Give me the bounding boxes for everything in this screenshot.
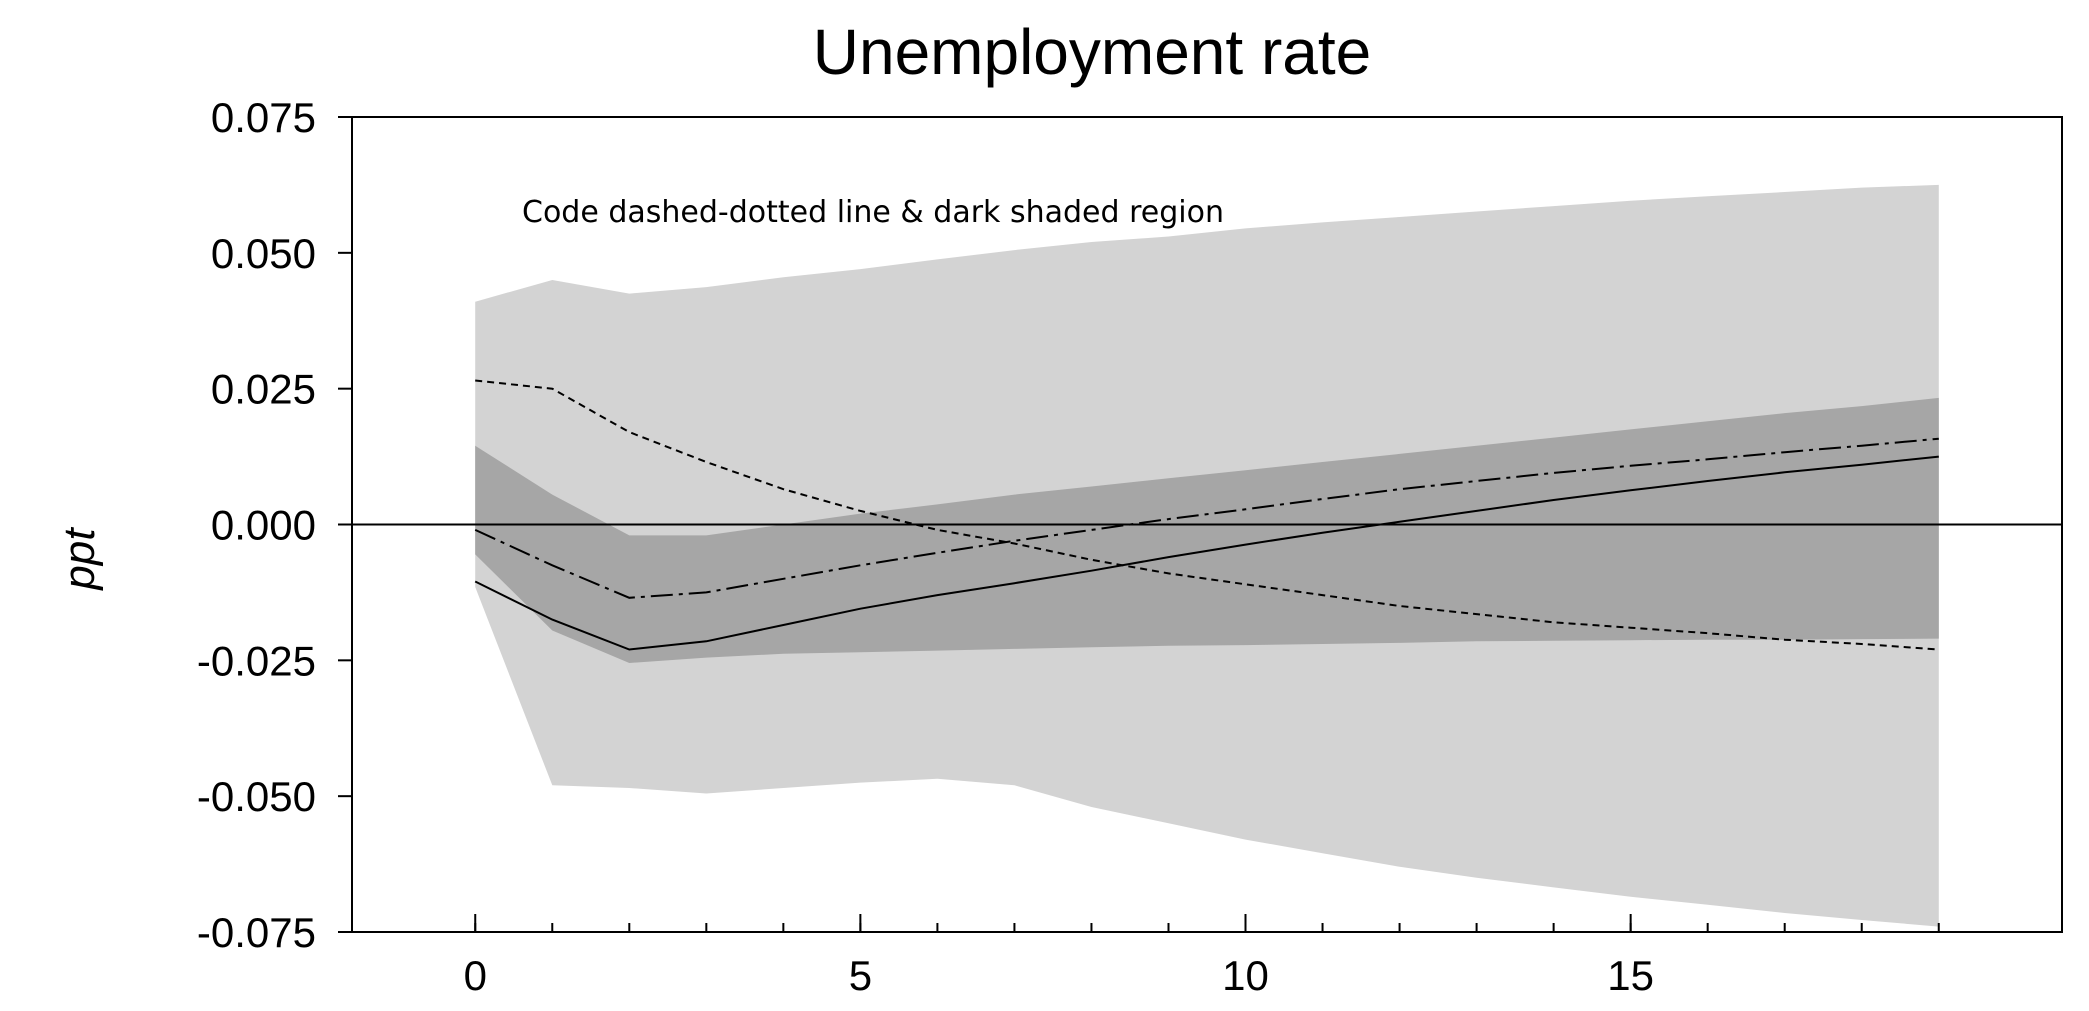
series-line-dashed	[475, 379, 1939, 651]
y-tick-label: 0.000	[211, 502, 316, 549]
y-tick-label: 0.050	[211, 230, 316, 277]
y-tick-label: -0.075	[197, 909, 316, 956]
series-line-dashdot	[474, 437, 1939, 599]
y-tick-label: 0.025	[211, 366, 316, 413]
y-tick-label: -0.025	[197, 637, 316, 684]
chart-annotation: Code dashed-dotted line & dark shaded re…	[522, 195, 1224, 230]
x-tick-label: 0	[464, 952, 487, 999]
y-tick-label: 0.075	[211, 94, 316, 141]
chart-title: Unemployment rate	[813, 16, 1371, 88]
y-tick-label: -0.050	[197, 773, 316, 820]
x-tick-label: 10	[1222, 952, 1269, 999]
axes: 0.075 0.050 0.025 0.000 -0.025 -0.050 -0.075 0 5…	[197, 94, 2063, 999]
series-lines	[474, 379, 1939, 651]
series-line-solid	[474, 455, 1939, 651]
x-tick-label: 15	[1607, 952, 1654, 999]
y-axis-label: ppt	[55, 527, 104, 592]
x-tick-label: 5	[849, 952, 872, 999]
band-1	[475, 397, 1939, 663]
confidence-bands	[475, 184, 1939, 927]
